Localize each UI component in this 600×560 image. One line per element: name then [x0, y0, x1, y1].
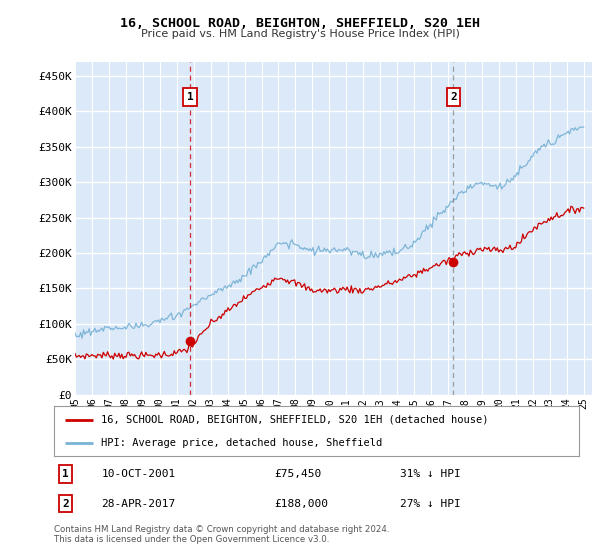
Text: 16, SCHOOL ROAD, BEIGHTON, SHEFFIELD, S20 1EH (detached house): 16, SCHOOL ROAD, BEIGHTON, SHEFFIELD, S2… [101, 414, 489, 424]
Text: 2: 2 [450, 92, 457, 102]
Text: 28-APR-2017: 28-APR-2017 [101, 498, 176, 508]
Text: 2: 2 [62, 498, 69, 508]
Text: £75,450: £75,450 [275, 469, 322, 479]
Text: Price paid vs. HM Land Registry's House Price Index (HPI): Price paid vs. HM Land Registry's House … [140, 29, 460, 39]
Text: This data is licensed under the Open Government Licence v3.0.: This data is licensed under the Open Gov… [54, 535, 329, 544]
Text: 1: 1 [62, 469, 69, 479]
Text: 27% ↓ HPI: 27% ↓ HPI [401, 498, 461, 508]
Text: 16, SCHOOL ROAD, BEIGHTON, SHEFFIELD, S20 1EH: 16, SCHOOL ROAD, BEIGHTON, SHEFFIELD, S2… [120, 17, 480, 30]
Text: £188,000: £188,000 [275, 498, 329, 508]
Text: HPI: Average price, detached house, Sheffield: HPI: Average price, detached house, Shef… [101, 438, 383, 448]
Text: 1: 1 [187, 92, 193, 102]
Text: Contains HM Land Registry data © Crown copyright and database right 2024.: Contains HM Land Registry data © Crown c… [54, 525, 389, 534]
Text: 10-OCT-2001: 10-OCT-2001 [101, 469, 176, 479]
Text: 31% ↓ HPI: 31% ↓ HPI [401, 469, 461, 479]
